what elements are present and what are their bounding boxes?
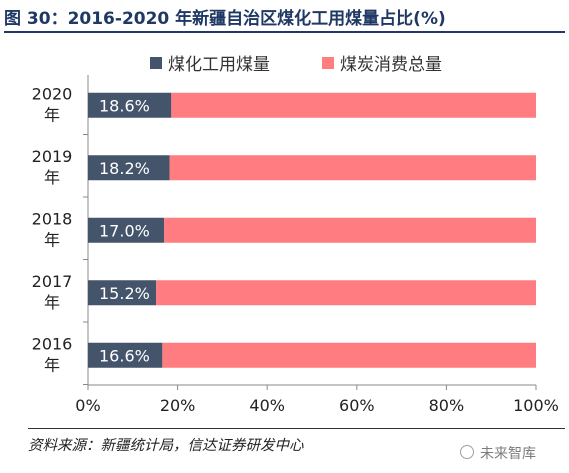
legend-swatch-coal-chemical [150, 56, 162, 69]
data-label: 16.6% [99, 346, 150, 365]
legend-swatch-total-consumption [322, 56, 334, 69]
bar-total-consumption [169, 155, 536, 181]
data-label: 18.2% [99, 159, 150, 178]
bar-coal-chemical [88, 217, 165, 243]
x-tick-label: 60% [339, 396, 375, 415]
x-tick-label: 40% [249, 396, 285, 415]
source-note: 资料来源：新疆统计局，信达证券研发中心 [28, 438, 304, 454]
data-label: 18.6% [99, 96, 150, 115]
legend-item-coal-chemical: 煤化工用煤量 [150, 50, 270, 75]
watermark-text: 未来智库 [480, 446, 536, 462]
bar-coal-chemical [88, 280, 157, 306]
y-category-label: 2018 年 [32, 209, 73, 249]
bar-total-consumption [171, 92, 536, 118]
legend-label-coal-chemical: 煤化工用煤量 [168, 55, 270, 75]
legend: 煤化工用煤量 煤炭消费总量 [0, 50, 569, 75]
bar-coal-chemical [88, 155, 170, 181]
x-tick-label: 100% [513, 396, 559, 415]
bar-coal-chemical [88, 92, 172, 118]
x-tick-label: 0% [75, 396, 100, 415]
x-tick-label: 20% [160, 396, 196, 415]
y-category-label: 2016 年 [32, 334, 73, 374]
data-label: 17.0% [99, 221, 150, 240]
y-category-label: 2017 年 [32, 272, 73, 312]
y-category-label: 2020 年 [32, 84, 73, 124]
bar-coal-chemical [88, 342, 163, 368]
bar-total-consumption [162, 342, 537, 368]
watermark-logo-icon [460, 445, 474, 459]
legend-label-total-consumption: 煤炭消费总量 [340, 55, 442, 75]
bar-total-consumption [164, 217, 536, 243]
chart-title: 图 30：2016-2020 年新疆自治区煤化工用煤量占比(%) [4, 9, 446, 29]
legend-item-total-consumption: 煤炭消费总量 [322, 50, 442, 75]
y-category-label: 2019 年 [32, 147, 73, 187]
title-divider [4, 31, 565, 33]
bar-total-consumption [156, 280, 536, 306]
x-tick-label: 80% [429, 396, 465, 415]
source-divider [28, 428, 565, 429]
data-label: 15.2% [99, 284, 150, 303]
